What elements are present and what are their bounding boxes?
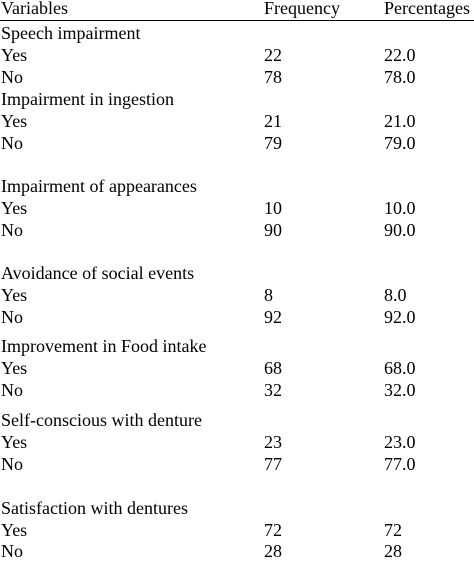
header-variables: Variables — [1, 0, 68, 18]
row-label: Yes — [1, 111, 28, 131]
group-title-row: Improvement in Food intake — [0, 335, 474, 357]
table-row: Yes 72 72 — [0, 519, 474, 541]
group-title-row: Impairment of appearances — [0, 175, 474, 197]
row-frequency: 77 — [264, 454, 282, 474]
row-label: No — [1, 541, 23, 561]
row-percentage: 22.0 — [384, 45, 416, 65]
row-label: Yes — [1, 198, 28, 218]
row-percentage: 32.0 — [384, 380, 416, 400]
row-percentage: 23.0 — [384, 432, 416, 452]
row-percentage: 28 — [384, 541, 402, 561]
row-percentage: 72 — [384, 520, 402, 540]
row-percentage: 68.0 — [384, 358, 416, 378]
row-label: No — [1, 307, 23, 327]
row-frequency: 32 — [264, 380, 282, 400]
row-label: No — [1, 133, 23, 153]
row-label: Yes — [1, 520, 28, 540]
table-row: Yes 21 21.0 — [0, 110, 474, 132]
table-row: Yes 8 8.0 — [0, 284, 474, 306]
row-frequency: 28 — [264, 541, 282, 561]
group-title: Satisfaction with dentures — [1, 498, 188, 518]
table-row: No 77 77.0 — [0, 453, 474, 475]
group-title-row: Self-conscious with denture — [0, 409, 474, 431]
table-row: No 78 78.0 — [0, 66, 474, 88]
row-frequency: 22 — [264, 45, 282, 65]
table-row: No 79 79.0 — [0, 132, 474, 154]
row-label: No — [1, 380, 23, 400]
row-percentage: 92.0 — [384, 307, 416, 327]
row-frequency: 10 — [264, 198, 282, 218]
row-percentage: 10.0 — [384, 198, 416, 218]
header-rule — [0, 20, 474, 21]
table-row: No 32 32.0 — [0, 379, 474, 401]
row-frequency: 21 — [264, 111, 282, 131]
table-row: Yes 10 10.0 — [0, 197, 474, 219]
table-row: No 92 92.0 — [0, 306, 474, 328]
table-row: Yes 23 23.0 — [0, 431, 474, 453]
row-frequency: 72 — [264, 520, 282, 540]
table-row: No 90 90.0 — [0, 219, 474, 241]
group-title-row: Speech impairment — [0, 22, 474, 44]
table-row: Yes 68 68.0 — [0, 357, 474, 379]
header-row: Variables Frequency Percentages — [0, 0, 474, 19]
row-frequency: 68 — [264, 358, 282, 378]
table-row: Yes 22 22.0 — [0, 44, 474, 66]
row-label: Yes — [1, 45, 28, 65]
row-frequency: 92 — [264, 307, 282, 327]
group-title: Impairment in ingestion — [1, 89, 174, 109]
row-frequency: 78 — [264, 67, 282, 87]
group-title: Impairment of appearances — [1, 176, 197, 196]
row-percentage: 79.0 — [384, 133, 416, 153]
header-percentages: Percentages — [384, 0, 470, 18]
header-frequency: Frequency — [264, 0, 340, 18]
group-title: Improvement in Food intake — [1, 336, 207, 356]
row-label: Yes — [1, 432, 28, 452]
row-frequency: 79 — [264, 133, 282, 153]
row-percentage: 90.0 — [384, 220, 416, 240]
group-title: Speech impairment — [1, 23, 141, 43]
row-label: Yes — [1, 285, 28, 305]
group-title: Avoidance of social events — [1, 263, 195, 283]
row-percentage: 8.0 — [384, 285, 407, 305]
row-percentage: 77.0 — [384, 454, 416, 474]
row-label: Yes — [1, 358, 28, 378]
row-frequency: 90 — [264, 220, 282, 240]
group-title: Self-conscious with denture — [1, 410, 202, 430]
row-percentage: 21.0 — [384, 111, 416, 131]
table-row: No 28 28 — [0, 540, 474, 562]
row-label: No — [1, 220, 23, 240]
row-label: No — [1, 454, 23, 474]
group-title-row: Impairment in ingestion — [0, 88, 474, 110]
row-percentage: 78.0 — [384, 67, 416, 87]
group-title-row: Satisfaction with dentures — [0, 497, 474, 519]
row-label: No — [1, 67, 23, 87]
group-title-row: Avoidance of social events — [0, 262, 474, 284]
row-frequency: 8 — [264, 285, 273, 305]
row-frequency: 23 — [264, 432, 282, 452]
